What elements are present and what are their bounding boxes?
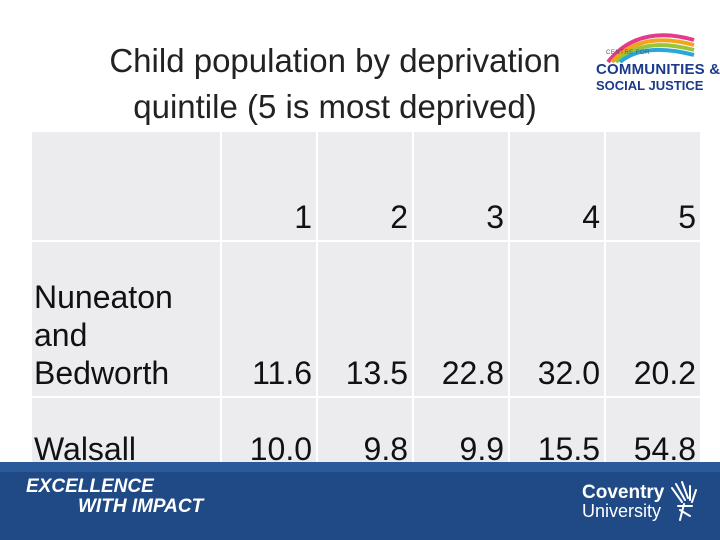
table-cell: 22.8 — [412, 240, 510, 398]
table-cell: 9.9 — [412, 396, 510, 474]
row-label: Walsall — [30, 396, 222, 474]
table-row: Walsall 10.0 9.8 9.9 15.5 54.8 — [30, 396, 702, 474]
excellence-line-2: WITH IMPACT — [78, 496, 204, 517]
table-cell: 11.6 — [220, 240, 318, 398]
header-cell: 4 — [508, 130, 606, 242]
title-line-1: Child population by deprivation — [109, 42, 561, 79]
title-line-2: quintile (5 is most deprived) — [133, 88, 537, 125]
excellence-logo: EXCELLENCE WITH IMPACT — [26, 477, 203, 517]
coventry-text: Coventry — [582, 482, 665, 503]
header-cell: 1 — [220, 130, 318, 242]
footer-bar: EXCELLENCE WITH IMPACT Coventry Universi… — [0, 462, 720, 540]
slide-title: Child population by deprivation quintile… — [70, 38, 600, 130]
table-cell: 13.5 — [316, 240, 414, 398]
header-cell: 3 — [412, 130, 510, 242]
rainbow-arcs-icon — [606, 33, 695, 64]
row-label: Nuneaton and Bedworth — [30, 240, 222, 398]
table-row: Nuneaton and Bedworth 11.6 13.5 22.8 32.… — [30, 240, 702, 398]
table-cell: 10.0 — [220, 396, 318, 474]
deprivation-table: 1 2 3 4 5 Nuneaton and Bedworth 11.6 13.… — [30, 130, 702, 474]
header-cell: 2 — [316, 130, 414, 242]
table-cell: 15.5 — [508, 396, 606, 474]
excellence-line-1: EXCELLENCE — [26, 476, 154, 497]
table-cell: 32.0 — [508, 240, 606, 398]
logo-main-text: COMMUNITIES & — [596, 61, 720, 78]
table-cell: 20.2 — [604, 240, 702, 398]
header-cell: 5 — [604, 130, 702, 242]
coventry-university-logo: Coventry University — [582, 482, 665, 521]
footer-band — [0, 462, 720, 472]
logo-small-text: CENTRE FOR — [606, 50, 650, 56]
table-header-row: 1 2 3 4 5 — [30, 130, 702, 242]
table-cell: 54.8 — [604, 396, 702, 474]
university-text: University — [582, 501, 662, 521]
logo-sub-text: SOCIAL JUSTICE — [596, 78, 704, 93]
communities-social-justice-logo: CENTRE FOR COMMUNITIES & SOCIAL JUSTICE — [590, 28, 720, 96]
phoenix-icon — [671, 481, 697, 521]
header-cell — [30, 130, 222, 242]
